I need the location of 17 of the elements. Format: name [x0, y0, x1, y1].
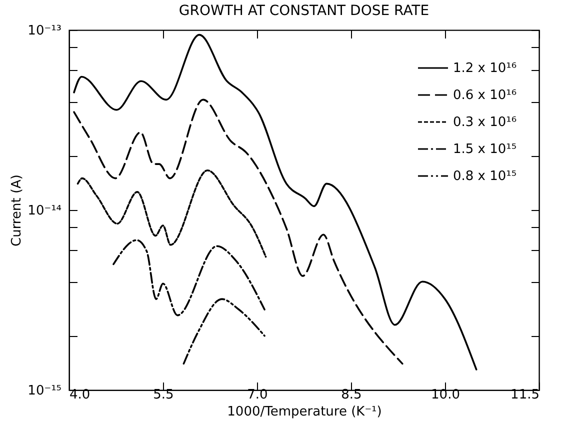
line-series: [76, 169, 267, 258]
line-series: [182, 298, 266, 365]
legend-label: 0.6 x 10¹⁶: [453, 88, 517, 103]
line-series: [73, 98, 404, 365]
x-axis-title: 1000/Temperature (K⁻¹): [227, 404, 382, 420]
legend-label: 1.5 x 10¹⁵: [453, 142, 517, 157]
line-series: [73, 34, 478, 370]
y-tick-label: 10⁻¹⁴: [28, 204, 62, 218]
legend-label: 1.2 x 10¹⁶: [453, 61, 517, 76]
x-tick-label: 5.5: [153, 388, 174, 402]
chart-title: GROWTH AT CONSTANT DOSE RATE: [178, 3, 430, 19]
y-tick-label: 10⁻¹³: [28, 24, 62, 38]
y-axis-title: Current (A): [10, 174, 25, 246]
legend-label: 0.8 x 10¹⁵: [453, 169, 517, 184]
y-tick-label: 10⁻¹⁵: [28, 384, 62, 398]
legend-label: 0.3 x 10¹⁶: [453, 115, 517, 130]
line-series: [112, 239, 266, 316]
